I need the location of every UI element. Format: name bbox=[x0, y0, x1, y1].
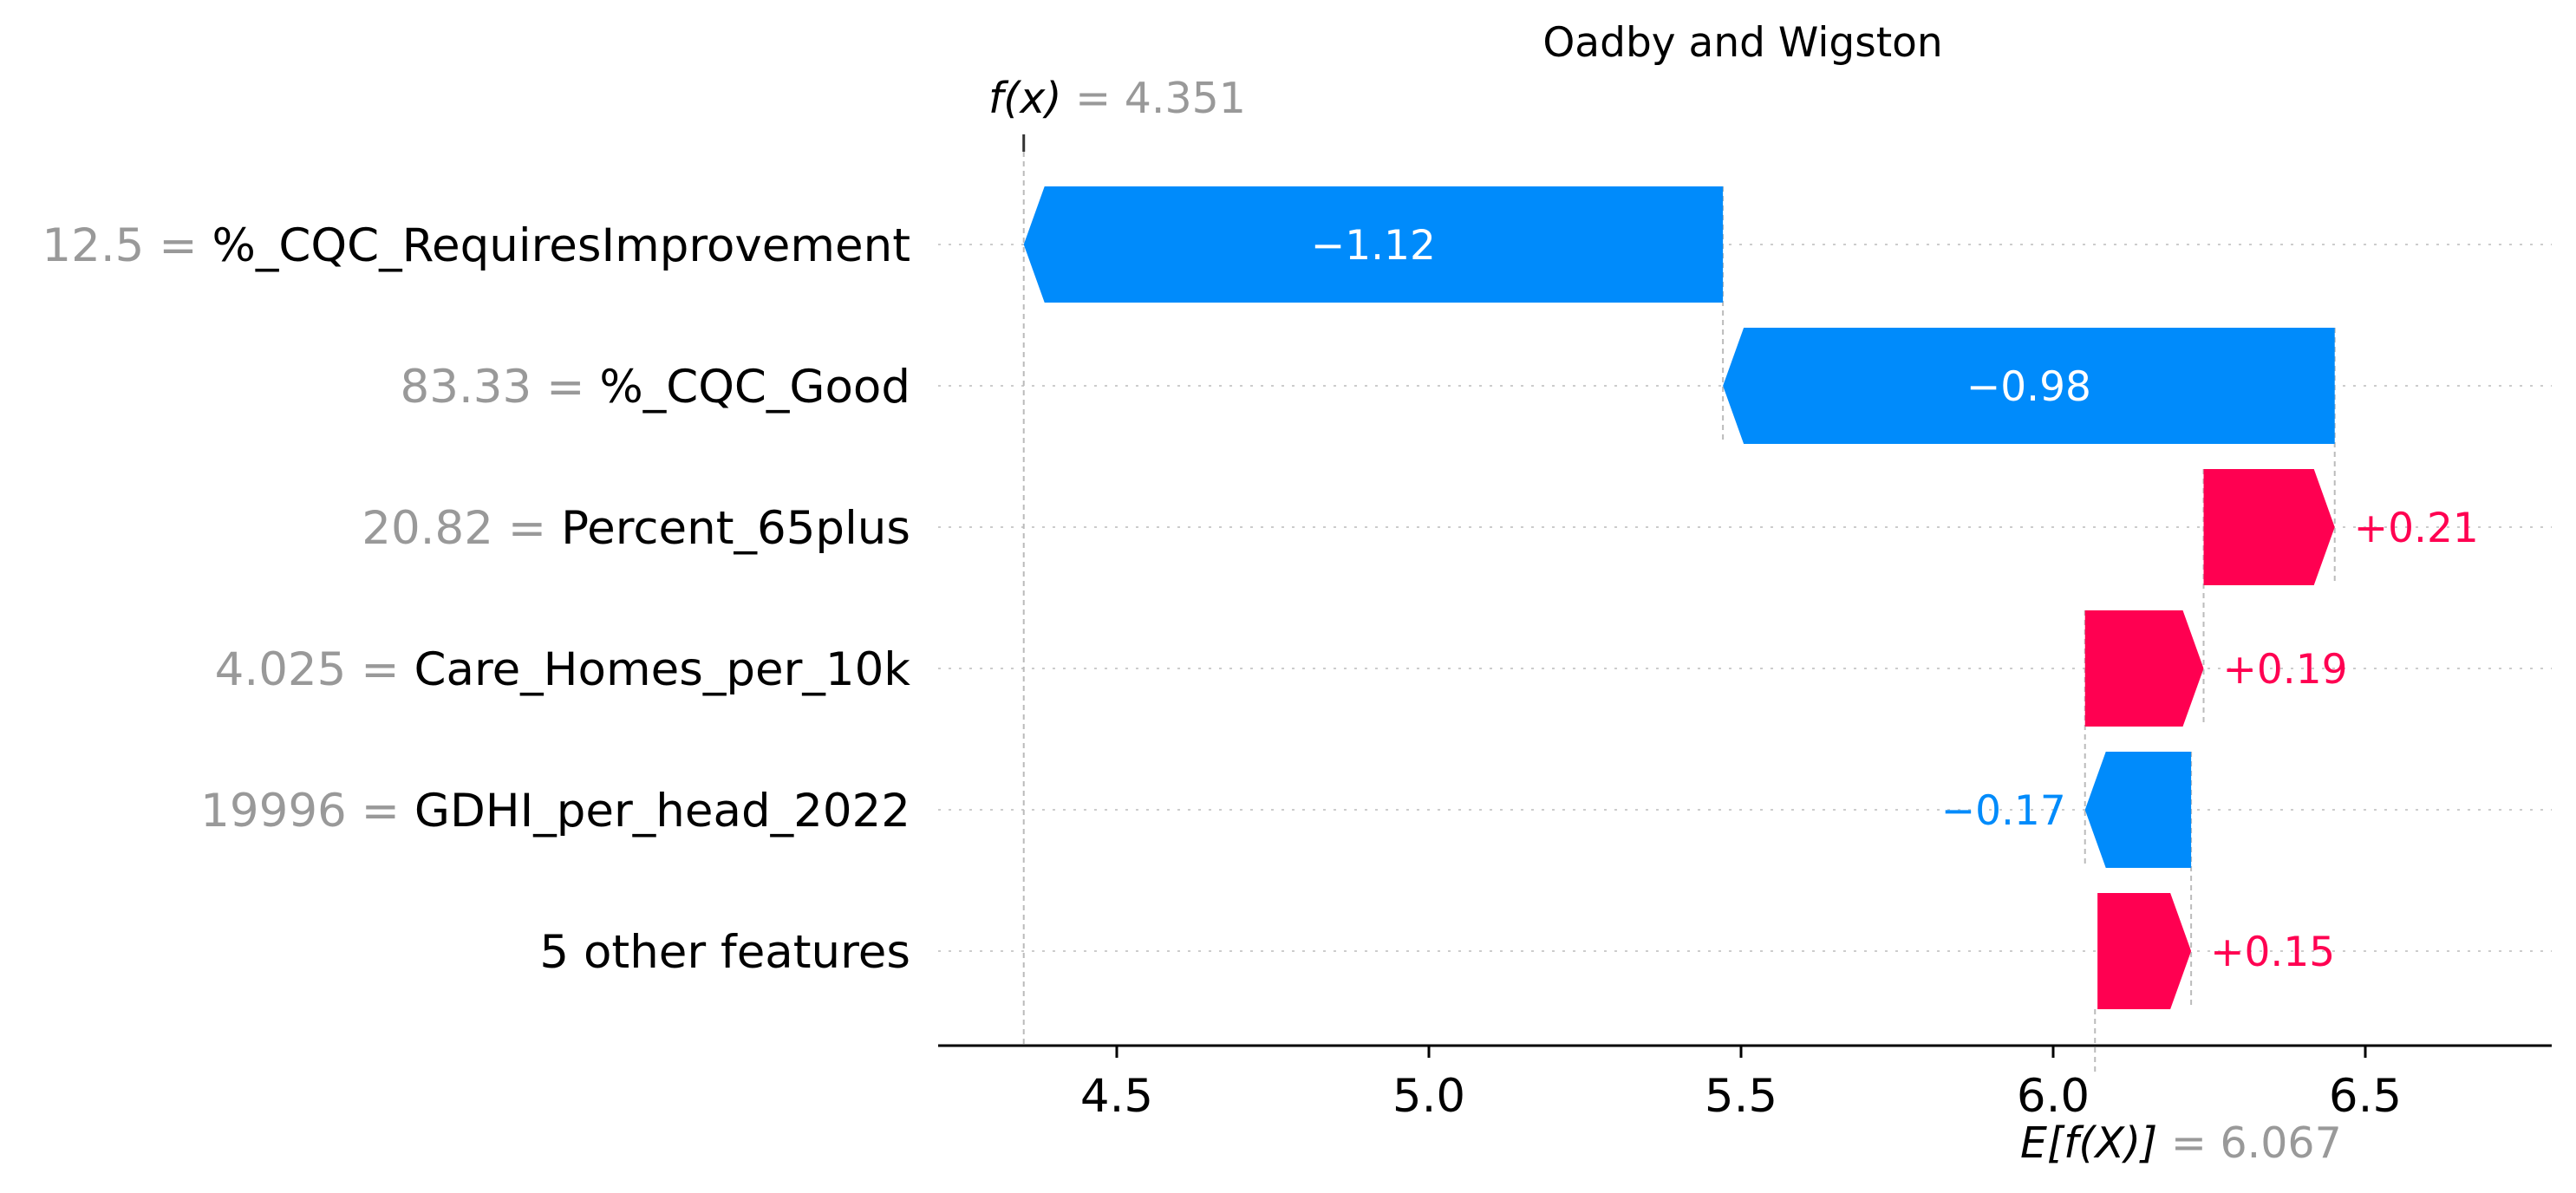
feature-name: Percent_65plus bbox=[561, 502, 910, 555]
x-axis: 4.5 5.0 5.5 6.0 6.5 bbox=[938, 1044, 2552, 1123]
feature-name: 5 other features bbox=[539, 926, 910, 979]
feature-label: 4.025 = Care_Homes_per_10k bbox=[215, 643, 911, 696]
feature-value: 20.82 bbox=[362, 502, 493, 555]
x-tick-label: 5.0 bbox=[1392, 1070, 1465, 1123]
feature-label: 5 other features bbox=[539, 926, 910, 979]
chart-title: Oadby and Wigston bbox=[1542, 19, 1942, 67]
bar-value-label: −0.98 bbox=[1966, 363, 2091, 411]
fx-label: f(x) = 4.351 bbox=[988, 74, 1246, 123]
x-tick-label: 5.5 bbox=[1705, 1070, 1777, 1123]
bar-positive bbox=[2203, 469, 2335, 585]
bar-value-label: +0.19 bbox=[2223, 646, 2348, 694]
x-tick-label: 6.0 bbox=[2017, 1070, 2090, 1123]
feature-label: 19996 = GDHI_per_head_2022 bbox=[200, 785, 910, 838]
feature-labels: 12.5 = %_CQC_RequiresImprovement 83.33 = … bbox=[42, 219, 910, 979]
feature-label: 12.5 = %_CQC_RequiresImprovement bbox=[42, 219, 910, 272]
feature-label: 20.82 = Percent_65plus bbox=[362, 502, 910, 555]
bar-negative bbox=[1723, 328, 2335, 444]
feature-value: 4.025 bbox=[215, 643, 347, 696]
efx-value: 6.067 bbox=[2220, 1118, 2341, 1168]
bar-value-label: +0.21 bbox=[2354, 505, 2479, 552]
fx-symbol: f(x) bbox=[988, 74, 1061, 123]
feature-name: Care_Homes_per_10k bbox=[414, 643, 910, 696]
x-tick-label: 6.5 bbox=[2329, 1070, 2402, 1123]
efx-symbol: E[f(X)] bbox=[2020, 1118, 2157, 1168]
bar-value-label: −1.12 bbox=[1311, 222, 1436, 270]
efx-label: E[f(X)] = 6.067 bbox=[2020, 1118, 2342, 1168]
bar-negative bbox=[1023, 186, 1724, 303]
feature-value: 19996 bbox=[200, 785, 347, 838]
bar-value-label: +0.15 bbox=[2210, 929, 2335, 976]
bar-positive bbox=[2084, 610, 2204, 727]
fx-value: 4.351 bbox=[1125, 74, 1246, 123]
feature-name: %_CQC_RequiresImprovement bbox=[212, 219, 910, 272]
feature-value: 12.5 bbox=[42, 219, 144, 272]
feature-name: %_CQC_Good bbox=[599, 361, 910, 414]
bars: −1.12 −0.98 +0.21 +0.19 −0.17 +0.15 bbox=[1023, 186, 2479, 1009]
bar-value-label: −0.17 bbox=[1941, 787, 2066, 835]
feature-value: 83.33 bbox=[401, 361, 532, 414]
bar-negative bbox=[2084, 752, 2192, 868]
feature-name: GDHI_per_head_2022 bbox=[414, 785, 910, 838]
x-tick-label: 4.5 bbox=[1080, 1070, 1153, 1123]
bar-positive bbox=[2097, 893, 2192, 1009]
feature-label: 83.33 = %_CQC_Good bbox=[401, 361, 911, 414]
